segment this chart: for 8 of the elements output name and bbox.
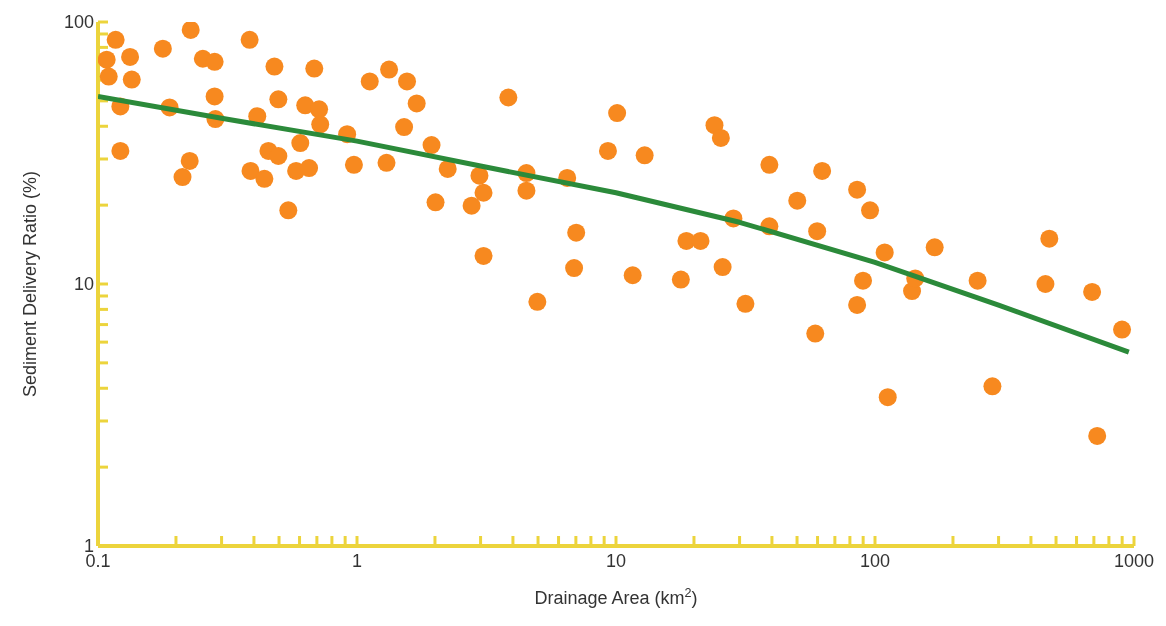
y-tick-label: 100 <box>63 12 94 33</box>
x-tick-label: 1 <box>351 550 363 571</box>
x-tick-label: 10 <box>605 550 627 571</box>
y-axis-title: Sediment Delivery Ratio (%) <box>20 170 40 398</box>
x-tick-label: 1000 <box>1113 550 1155 571</box>
x-axis-title: Drainage Area (km$^{2}$) <box>534 586 698 608</box>
y-tick-label: 10 <box>73 274 94 295</box>
x-tick-label: 100 <box>859 550 891 571</box>
